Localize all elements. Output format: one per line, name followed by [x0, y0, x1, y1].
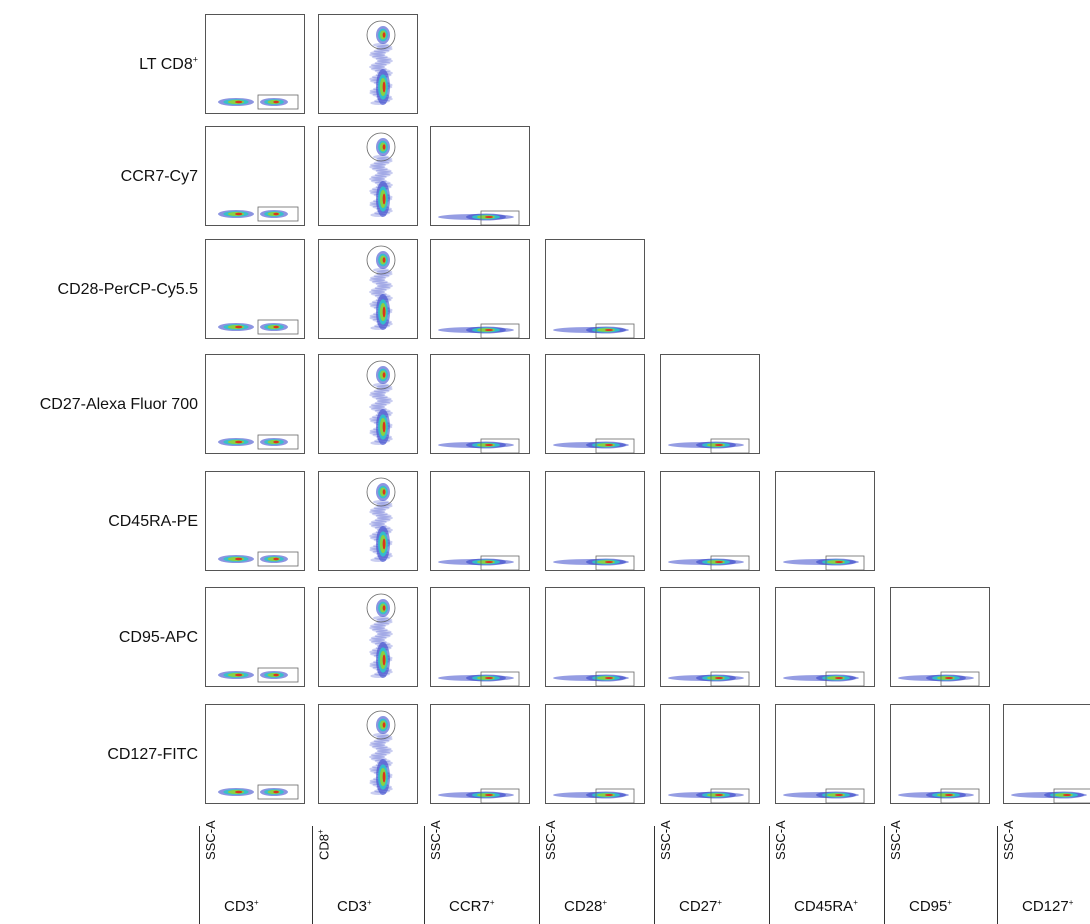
y-axis-label-text: SSC-A — [888, 820, 903, 860]
x-axis-label: CD127+ — [1022, 898, 1073, 915]
density-plot — [318, 704, 418, 804]
row-label-sup: + — [192, 54, 198, 65]
density-plot — [430, 126, 530, 226]
axis-bracket — [424, 826, 425, 924]
density-plot — [205, 587, 305, 687]
density-plot — [205, 126, 305, 226]
x-axis-label: CD95+ — [909, 898, 952, 915]
x-axis-label: CCR7+ — [449, 898, 495, 915]
x-axis-label-sup: + — [367, 898, 372, 907]
axis-bracket — [312, 826, 313, 924]
density-plot — [318, 14, 418, 114]
row-label: CD127-FITC — [107, 746, 198, 764]
row-label: LT CD8+ — [139, 54, 198, 74]
density-plot — [775, 704, 875, 804]
row-label: CD28-PerCP-Cy5.5 — [58, 281, 198, 299]
x-axis-label: CD28+ — [564, 898, 607, 915]
axis-bracket — [654, 826, 655, 924]
density-plot — [545, 587, 645, 687]
row-label-text: CD27-Alexa Fluor 700 — [39, 396, 198, 413]
axis-bracket — [884, 826, 885, 924]
row-label: CD45RA-PE — [108, 513, 198, 531]
density-plot — [890, 704, 990, 804]
density-plot — [318, 126, 418, 226]
x-axis-label: CD45RA+ — [794, 898, 858, 915]
x-axis-label-sup: + — [853, 898, 858, 907]
y-axis-label: SSC-A — [888, 820, 903, 860]
x-axis-label-sup: + — [1068, 898, 1074, 907]
row-label: CCR7-Cy7 — [121, 168, 198, 186]
density-plot — [545, 471, 645, 571]
density-plot — [660, 471, 760, 571]
axis-bracket — [997, 826, 998, 924]
row-label-text: CD95-APC — [118, 629, 198, 646]
density-plot — [430, 471, 530, 571]
density-plot — [545, 354, 645, 454]
y-axis-label-text: SSC-A — [428, 820, 443, 860]
density-plot — [430, 704, 530, 804]
y-axis-label: SSC-A — [203, 820, 218, 860]
y-axis-label-text: SSC-A — [543, 820, 558, 860]
y-axis-label-sup: + — [316, 829, 325, 834]
density-plot — [318, 239, 418, 339]
x-axis-label-text: CD3 — [337, 898, 368, 915]
density-plot — [430, 239, 530, 339]
x-axis-label-sup: + — [602, 898, 608, 907]
x-axis-label-text: CCR7 — [449, 898, 490, 915]
x-axis-label-text: CD45RA — [794, 898, 854, 915]
density-plot — [205, 354, 305, 454]
x-axis-label-text: CD28 — [564, 898, 603, 915]
density-plot — [1003, 704, 1090, 804]
y-axis-label: SSC-A — [1001, 820, 1016, 860]
x-axis-label-text: CD95 — [909, 898, 948, 915]
row-label-text: CCR7-Cy7 — [120, 168, 198, 185]
row-label-text: CD45RA-PE — [108, 513, 198, 530]
density-plot — [318, 354, 418, 454]
row-label-text: CD127-FITC — [107, 746, 198, 763]
y-axis-label: SSC-A — [658, 820, 673, 860]
x-axis-label-text: CD27 — [679, 898, 718, 915]
density-plot — [205, 471, 305, 571]
density-plot — [318, 587, 418, 687]
y-axis-label: SSC-A — [428, 820, 443, 860]
density-plot — [205, 704, 305, 804]
x-axis-label-sup: + — [947, 898, 953, 907]
density-plot — [205, 239, 305, 339]
density-plot — [545, 239, 645, 339]
y-axis-label-text: SSC-A — [1001, 820, 1016, 860]
density-plot — [660, 587, 760, 687]
density-plot — [430, 587, 530, 687]
y-axis-label-text: SSC-A — [203, 820, 218, 860]
x-axis-label-sup: + — [489, 898, 495, 907]
density-plot — [775, 587, 875, 687]
row-label: CD95-APC — [119, 629, 198, 647]
density-plot — [545, 704, 645, 804]
row-label-text: CD28-PerCP-Cy5.5 — [57, 281, 198, 298]
row-label: CD27-Alexa Fluor 700 — [40, 396, 198, 414]
density-plot — [775, 471, 875, 571]
density-plot — [660, 354, 760, 454]
axis-bracket — [539, 826, 540, 924]
y-axis-label-text: SSC-A — [658, 820, 673, 860]
row-label-text: LT CD8 — [139, 56, 193, 73]
x-axis-label: CD3+ — [224, 898, 259, 915]
axis-bracket — [769, 826, 770, 924]
y-axis-label: SSC-A — [543, 820, 558, 860]
density-plot — [318, 471, 418, 571]
axis-bracket — [199, 826, 200, 924]
density-plot — [660, 704, 760, 804]
x-axis-label: CD27+ — [679, 898, 722, 915]
y-axis-label-text: SSC-A — [773, 820, 788, 860]
x-axis-label-text: CD3 — [224, 898, 255, 915]
x-axis-label-sup: + — [717, 898, 723, 907]
density-plot — [430, 354, 530, 454]
x-axis-label-text: CD127 — [1022, 898, 1069, 915]
density-plot — [205, 14, 305, 114]
x-axis-label-sup: + — [254, 898, 259, 907]
density-plot — [890, 587, 990, 687]
y-axis-label: SSC-A — [773, 820, 788, 860]
y-axis-label-text: CD8 — [316, 833, 332, 860]
x-axis-label: CD3+ — [337, 898, 372, 915]
y-axis-label: CD8+ — [316, 829, 331, 860]
